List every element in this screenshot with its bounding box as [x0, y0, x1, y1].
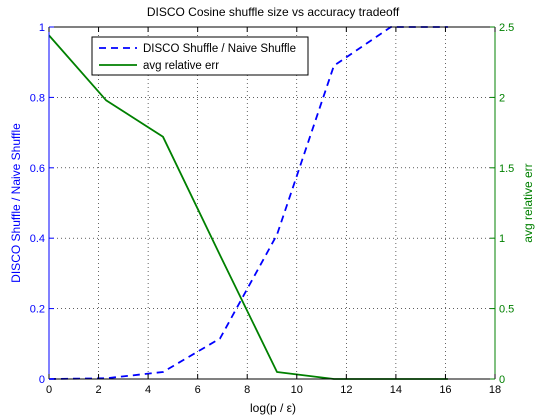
x-tick-label: 8	[244, 384, 250, 396]
x-tick-label: 12	[340, 384, 352, 396]
series-line-1	[48, 26, 448, 380]
x-tick-label: 14	[390, 384, 402, 396]
x-tick-label: 0	[46, 384, 52, 396]
x-tick-label: 18	[489, 384, 501, 396]
y-right-tick-label: 1	[499, 233, 505, 245]
y-axis-label-right: avg relative err	[521, 163, 535, 242]
legend: DISCO Shuffle / Naive Shuffle avg relati…	[91, 36, 309, 76]
y-left-tick-label: 1	[39, 22, 45, 34]
x-tick-label: 10	[291, 384, 303, 396]
x-tick-label: 16	[439, 384, 451, 396]
legend-box	[91, 36, 309, 76]
y-right-tick-label: 0	[499, 374, 505, 386]
y-left-tick-label: 0.2	[30, 304, 45, 316]
x-tick-label: 2	[95, 384, 101, 396]
y-axis-label-left: DISCO Shuffle / Naive Shuffle	[9, 123, 23, 283]
y-right-tick-label: 2.5	[499, 22, 514, 34]
legend-label-series-1: DISCO Shuffle / Naive Shuffle	[143, 43, 296, 55]
y-left-tick-label: 0.6	[30, 163, 45, 175]
y-left-tick-label: 0.4	[30, 233, 45, 245]
y-left-tick-label: 0.8	[30, 92, 45, 104]
x-axis-label: log(p / ε)	[250, 401, 296, 415]
chart-title: DISCO Cosine shuffle size vs accuracy tr…	[147, 5, 400, 19]
x-tick-label: 6	[195, 384, 201, 396]
grid	[49, 27, 495, 379]
y-left-tick-label: 0	[39, 374, 45, 386]
plot-area	[49, 27, 495, 379]
y-right-tick-label: 1.5	[499, 163, 514, 175]
y-right-tick-label: 0.5	[499, 304, 514, 316]
ticks: 0 2 4 6 8 10 12 14 16 1800.20.40.60.8100.511.522.…	[30, 22, 515, 396]
plot-frame	[48, 26, 496, 380]
y-right-tick-label: 2	[499, 92, 505, 104]
legend-label-series-2: avg relative err	[143, 60, 219, 72]
x-tick-label: 4	[145, 384, 151, 396]
